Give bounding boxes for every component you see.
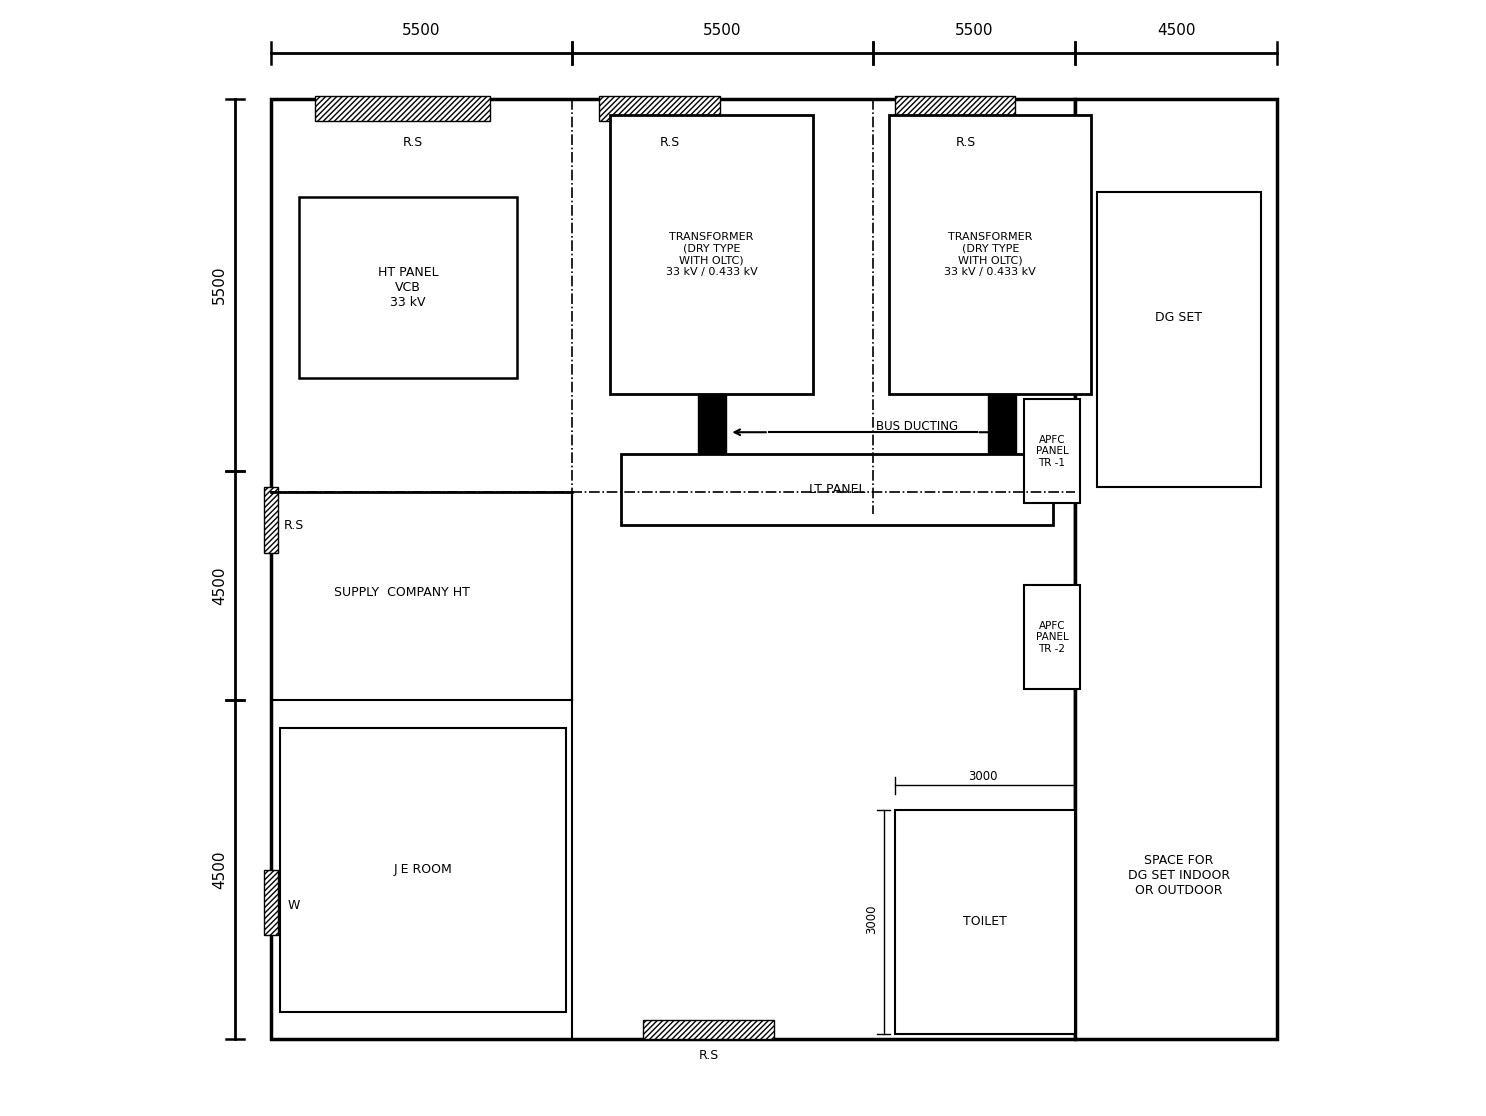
- Text: APFC
PANEL
TR -1: APFC PANEL TR -1: [1036, 435, 1068, 468]
- Text: TOILET: TOILET: [963, 915, 1006, 929]
- Bar: [1024, 586, 1080, 690]
- Bar: [643, 1020, 774, 1039]
- Text: R.S: R.S: [660, 136, 681, 148]
- Bar: [889, 115, 1091, 394]
- Text: R.S: R.S: [284, 519, 305, 531]
- Bar: [279, 728, 566, 1012]
- Bar: [1024, 400, 1080, 503]
- Text: LT PANEL: LT PANEL: [808, 483, 865, 497]
- Bar: [599, 96, 719, 121]
- Bar: [988, 394, 1016, 454]
- Text: 4500: 4500: [212, 566, 227, 605]
- Text: SPACE FOR
DG SET INDOOR
OR OUTDOOR: SPACE FOR DG SET INDOOR OR OUTDOOR: [1128, 854, 1230, 896]
- Text: 4500: 4500: [212, 850, 227, 889]
- Bar: [698, 394, 727, 454]
- Text: BUS DUCTING: BUS DUCTING: [875, 421, 958, 433]
- Text: TRANSFORMER
(DRY TYPE
WITH OLTC)
33 kV / 0.433 kV: TRANSFORMER (DRY TYPE WITH OLTC) 33 kV /…: [945, 232, 1036, 277]
- Text: R.S: R.S: [698, 1049, 719, 1062]
- Text: APFC
PANEL
TR -2: APFC PANEL TR -2: [1036, 620, 1068, 654]
- Text: TRANSFORMER
(DRY TYPE
WITH OLTC)
33 kV / 0.433 kV: TRANSFORMER (DRY TYPE WITH OLTC) 33 kV /…: [666, 232, 758, 277]
- Text: 3000: 3000: [865, 904, 878, 934]
- Bar: [263, 869, 278, 935]
- Bar: [611, 115, 813, 394]
- Bar: [270, 98, 1074, 1039]
- Text: 5500: 5500: [403, 23, 441, 38]
- Bar: [895, 96, 1015, 121]
- Bar: [621, 454, 1054, 526]
- Text: 5500: 5500: [703, 23, 742, 38]
- Bar: [895, 809, 1074, 1033]
- Text: 3000: 3000: [969, 770, 999, 783]
- Bar: [1074, 98, 1278, 1039]
- Bar: [315, 96, 490, 121]
- Text: HT PANEL
VCB
33 kV: HT PANEL VCB 33 kV: [377, 266, 438, 309]
- Text: 5500: 5500: [212, 266, 227, 304]
- Bar: [1097, 192, 1262, 487]
- Bar: [299, 198, 517, 377]
- Text: R.S: R.S: [403, 136, 424, 148]
- Text: DG SET: DG SET: [1156, 311, 1202, 324]
- Text: 5500: 5500: [954, 23, 993, 38]
- Text: W: W: [288, 899, 300, 912]
- Text: R.S: R.S: [955, 136, 976, 148]
- Bar: [263, 487, 278, 552]
- Text: SUPPLY  COMPANY HT: SUPPLY COMPANY HT: [334, 587, 471, 599]
- Text: 4500: 4500: [1158, 23, 1195, 38]
- Text: J E ROOM: J E ROOM: [394, 863, 453, 876]
